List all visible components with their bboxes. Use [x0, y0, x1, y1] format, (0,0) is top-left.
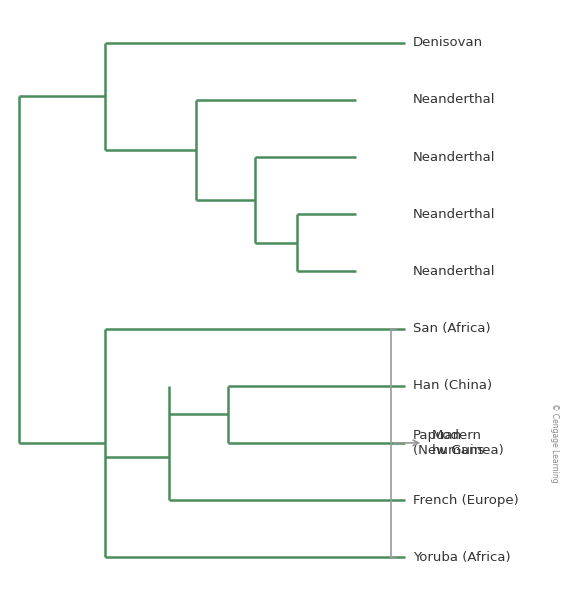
Text: San (Africa): San (Africa) [412, 322, 490, 335]
Text: Neanderthal: Neanderthal [412, 265, 495, 278]
Text: Modern
humans: Modern humans [431, 429, 485, 457]
Text: Yoruba (Africa): Yoruba (Africa) [412, 551, 510, 564]
Text: Neanderthal: Neanderthal [412, 94, 495, 106]
Text: Denisovan: Denisovan [412, 36, 483, 49]
Text: © Cengage Learning: © Cengage Learning [550, 403, 559, 483]
Text: Neanderthal: Neanderthal [412, 208, 495, 221]
Text: French (Europe): French (Europe) [412, 494, 519, 506]
Text: Neanderthal: Neanderthal [412, 151, 495, 164]
Text: Han (China): Han (China) [412, 379, 492, 392]
Text: Papuan
(New Guinea): Papuan (New Guinea) [412, 429, 503, 457]
